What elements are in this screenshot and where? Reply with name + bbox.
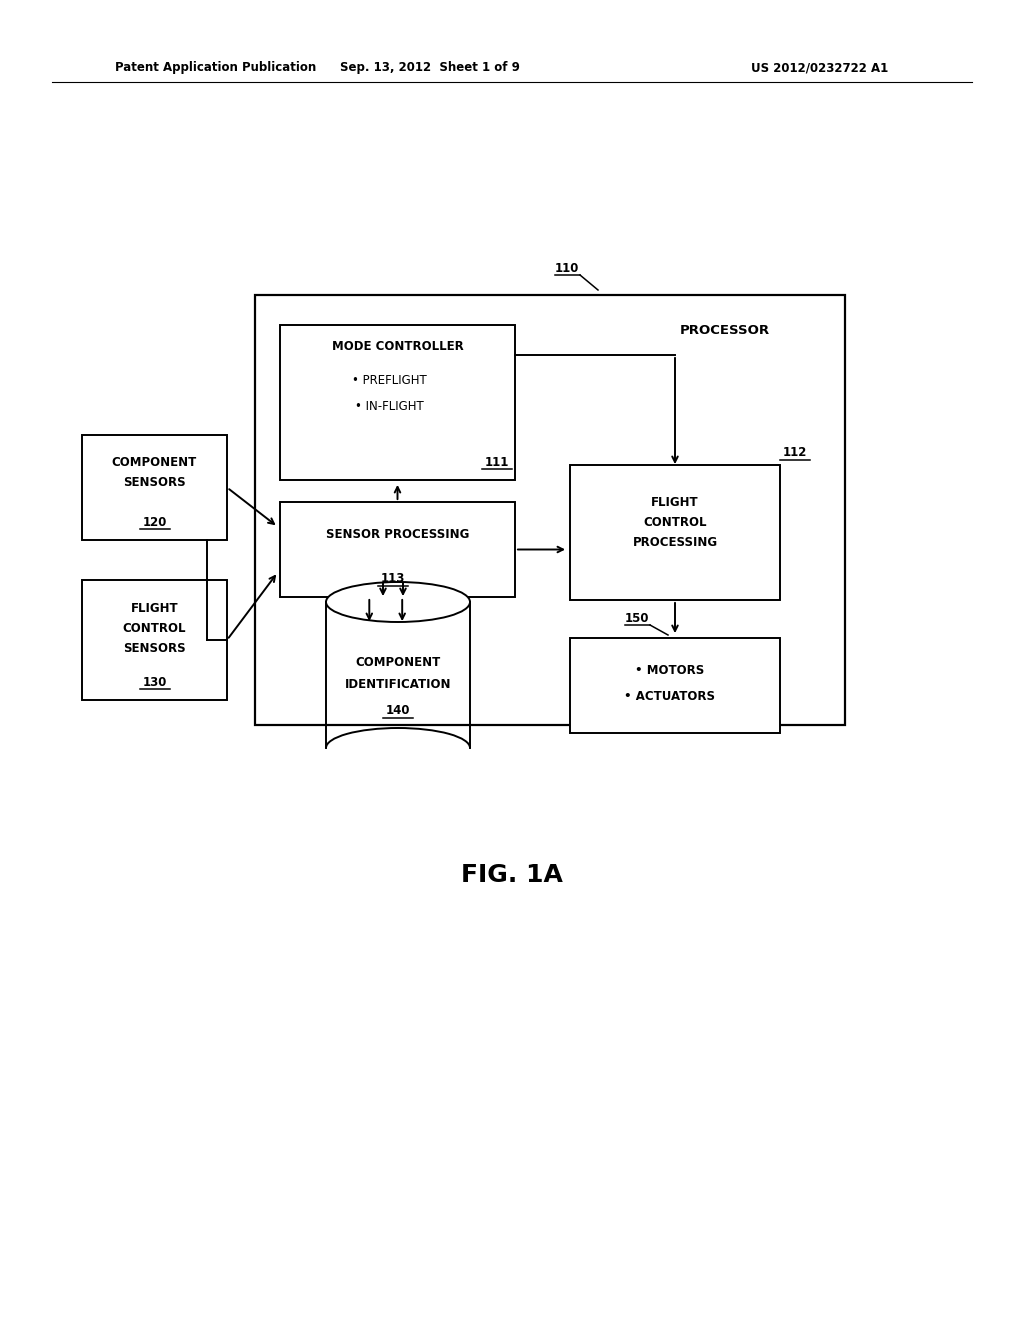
- Text: CONTROL: CONTROL: [643, 516, 707, 529]
- Text: FLIGHT: FLIGHT: [651, 496, 698, 510]
- Text: CONTROL: CONTROL: [123, 622, 186, 635]
- Bar: [280, 325, 515, 480]
- Text: 113: 113: [380, 573, 404, 586]
- Text: 150: 150: [625, 611, 649, 624]
- Text: 120: 120: [142, 516, 167, 528]
- Text: SENSORS: SENSORS: [123, 642, 185, 655]
- Text: PROCESSING: PROCESSING: [633, 536, 718, 549]
- Text: • PREFLIGHT: • PREFLIGHT: [352, 374, 427, 387]
- Bar: [326, 602, 470, 748]
- Bar: [255, 294, 845, 725]
- Text: 112: 112: [782, 446, 807, 459]
- Bar: [280, 502, 515, 597]
- Text: 110: 110: [555, 261, 580, 275]
- Text: • IN-FLIGHT: • IN-FLIGHT: [355, 400, 424, 413]
- Text: SENSOR PROCESSING: SENSOR PROCESSING: [326, 528, 469, 540]
- Bar: [570, 638, 780, 733]
- Text: Sep. 13, 2012  Sheet 1 of 9: Sep. 13, 2012 Sheet 1 of 9: [340, 62, 520, 74]
- Bar: [82, 579, 227, 700]
- Bar: [82, 436, 227, 540]
- Text: SENSORS: SENSORS: [123, 477, 185, 490]
- Text: COMPONENT: COMPONENT: [355, 656, 440, 669]
- Text: FIG. 1A: FIG. 1A: [461, 863, 563, 887]
- Text: PROCESSOR: PROCESSOR: [680, 323, 770, 337]
- Text: Patent Application Publication: Patent Application Publication: [115, 62, 316, 74]
- Text: IDENTIFICATION: IDENTIFICATION: [345, 678, 452, 692]
- Text: • MOTORS: • MOTORS: [635, 664, 705, 676]
- Text: 130: 130: [142, 676, 167, 689]
- Text: MODE CONTROLLER: MODE CONTROLLER: [332, 341, 464, 354]
- Text: 140: 140: [386, 705, 411, 718]
- Text: 111: 111: [484, 455, 509, 469]
- Text: US 2012/0232722 A1: US 2012/0232722 A1: [752, 62, 889, 74]
- Text: COMPONENT: COMPONENT: [112, 457, 198, 470]
- Text: • ACTUATORS: • ACTUATORS: [625, 689, 716, 702]
- Bar: [570, 465, 780, 601]
- Text: FLIGHT: FLIGHT: [131, 602, 178, 615]
- Ellipse shape: [326, 582, 470, 622]
